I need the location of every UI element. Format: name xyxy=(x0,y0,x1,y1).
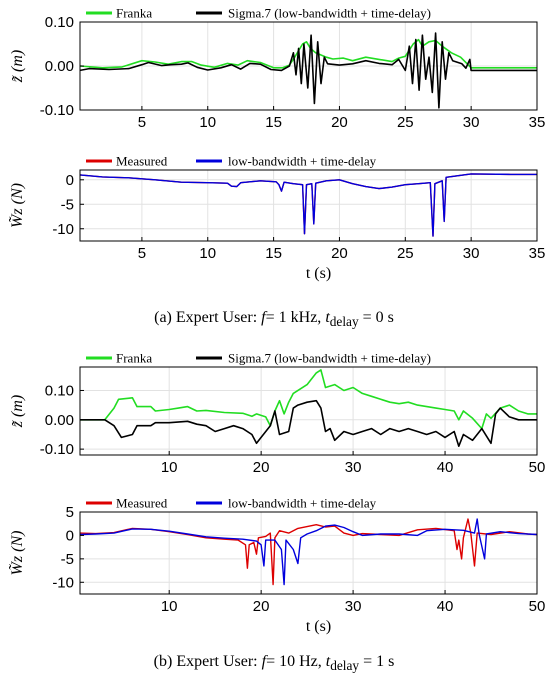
x-tick-label: 5 xyxy=(138,245,146,262)
x-tick-label: 5 xyxy=(138,114,146,131)
x-tick-label: 20 xyxy=(331,245,348,262)
x-tick-label: 40 xyxy=(437,598,454,615)
x-tick-label: 20 xyxy=(253,459,270,476)
axes-box xyxy=(79,169,538,242)
x-tick-label: 30 xyxy=(463,114,480,131)
caption-a-t-value: = 0 s xyxy=(358,309,394,326)
y-tick-label: 0.10 xyxy=(45,382,74,399)
caption-b-t-value: = 1 s xyxy=(359,653,395,670)
legend-label: Measured xyxy=(116,154,168,169)
caption-b-t-symbol: t xyxy=(325,653,331,670)
y-tick-label: -10 xyxy=(52,574,74,591)
x-tick-label: 20 xyxy=(253,598,270,615)
series-line-1 xyxy=(80,399,537,447)
y-tick-label: 0 xyxy=(66,527,74,544)
caption-b-f-symbol: f xyxy=(261,653,267,670)
x-tick-label: 10 xyxy=(199,114,216,131)
legend-label: Franka xyxy=(116,6,152,21)
x-tick-label: 25 xyxy=(397,245,414,262)
caption-a-t-symbol: t xyxy=(325,309,330,326)
y-tick-label: -5 xyxy=(61,196,74,213)
y-tick-label: -10 xyxy=(52,221,74,238)
panel-b-bottom: 10 20 30 40 50 -10 -5 0 5 W̃z (N) t (s) Measured low… xyxy=(8,496,545,636)
x-tick-label: 35 xyxy=(529,114,546,131)
caption-a-f-symbol: f xyxy=(261,309,266,326)
y-axis-label: z̃ (m) xyxy=(9,395,26,428)
y-tick-label: 5 xyxy=(66,504,74,521)
y-tick-label: 0 xyxy=(66,172,74,189)
series-line-1 xyxy=(80,518,537,586)
y-tick-label: 0.00 xyxy=(45,58,74,75)
x-tick-label: 40 xyxy=(437,459,454,476)
legend-label: Sigma.7 (low-bandwidth + time-delay) xyxy=(228,351,431,366)
axes-box xyxy=(79,511,538,595)
axes-box xyxy=(79,366,538,456)
x-tick-label: 50 xyxy=(529,459,546,476)
x-axis-label: t (s) xyxy=(306,618,331,635)
panel-a-bottom: 5 10 15 20 25 30 35 -10 -5 0 W̃z (N) t (s) Measured l… xyxy=(8,154,545,283)
x-tick-label: 15 xyxy=(265,114,282,131)
x-tick-label: 25 xyxy=(397,114,414,131)
x-tick-label: 30 xyxy=(345,459,362,476)
caption-a-t-subscript: delay xyxy=(329,314,359,330)
x-tick-label: 20 xyxy=(331,114,348,131)
series-line-0 xyxy=(80,518,537,586)
legend-label: low-bandwidth + time-delay xyxy=(228,154,377,169)
y-tick-label: -5 xyxy=(61,551,74,568)
legend-label: low-bandwidth + time-delay xyxy=(228,496,377,511)
y-tick-label: -0.10 xyxy=(40,441,74,458)
x-tick-label: 15 xyxy=(265,245,282,262)
caption-b-t-subscript: delay xyxy=(330,658,360,674)
panel-b-top: 10 20 30 40 50 -0.10 0.00 0.10 z̃ (m) Franka Sigma… xyxy=(9,351,545,477)
y-axis-label: W̃z (N) xyxy=(8,531,26,576)
y-axis-label: z̃ (m) xyxy=(9,50,26,83)
x-tick-label: 35 xyxy=(529,245,546,262)
series-line-0 xyxy=(80,38,537,69)
legend-label: Sigma.7 (low-bandwidth + time-delay) xyxy=(228,6,431,21)
series-line-1 xyxy=(80,173,537,237)
series-line-0 xyxy=(80,173,537,237)
x-tick-label: 10 xyxy=(161,598,178,615)
x-tick-label: 30 xyxy=(345,598,362,615)
x-tick-label: 10 xyxy=(199,245,216,262)
x-axis-label: t (s) xyxy=(306,265,331,282)
legend-label: Measured xyxy=(116,496,168,511)
caption-b-f-value: = 10 Hz, xyxy=(266,653,326,670)
x-tick-label: 30 xyxy=(463,245,480,262)
caption-a-prefix: (a) Expert User: xyxy=(154,309,262,326)
y-tick-label: 0.00 xyxy=(45,412,74,429)
y-tick-label: 0.10 xyxy=(45,14,74,31)
legend-label: Franka xyxy=(116,351,152,366)
x-tick-label: 10 xyxy=(161,459,178,476)
series-line-1 xyxy=(80,32,537,109)
y-tick-label: -0.10 xyxy=(40,102,74,119)
panel-a-top: 5 10 15 20 25 30 35 -0.10 0.00 0.10 z̃ (m) Franka Si… xyxy=(9,6,545,132)
caption-a: (a) Expert User: f= 1 kHz, tdelay = 0 s xyxy=(0,309,548,330)
x-tick-label: 50 xyxy=(529,598,546,615)
caption-b: (b) Expert User: f= 10 Hz, tdelay = 1 s xyxy=(0,653,548,674)
caption-a-f-value: = 1 kHz, xyxy=(265,309,326,326)
caption-b-prefix: (b) Expert User: xyxy=(153,653,262,670)
y-axis-label: W̃z (N) xyxy=(8,183,26,228)
series-line-0 xyxy=(80,369,537,430)
